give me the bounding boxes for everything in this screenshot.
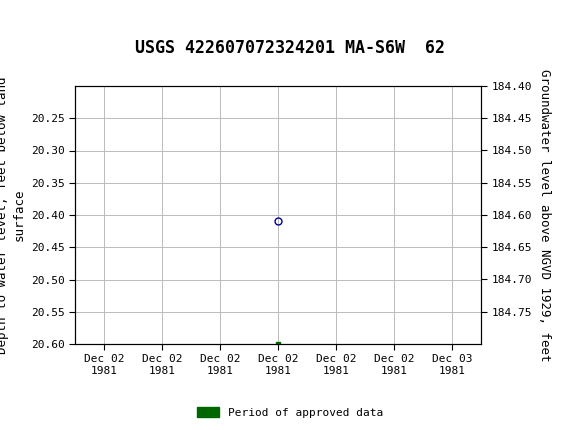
Text: ≋USGS: ≋USGS [9, 10, 79, 28]
Legend: Period of approved data: Period of approved data [193, 403, 387, 422]
Text: USGS 422607072324201 MA-S6W  62: USGS 422607072324201 MA-S6W 62 [135, 40, 445, 57]
Y-axis label: Depth to water level, feet below land
surface: Depth to water level, feet below land su… [0, 76, 26, 354]
Y-axis label: Groundwater level above NGVD 1929, feet: Groundwater level above NGVD 1929, feet [538, 69, 551, 361]
